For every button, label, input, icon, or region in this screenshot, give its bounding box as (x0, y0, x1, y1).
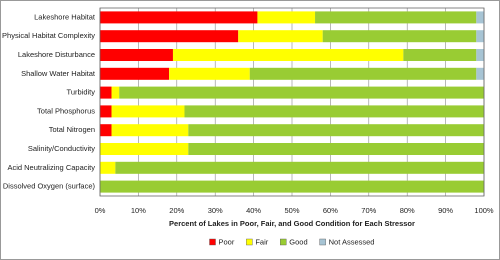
legend-swatch (209, 238, 216, 246)
bar-segment (115, 161, 485, 174)
bar-segment (111, 124, 189, 137)
bar-segment (100, 67, 170, 80)
bar-segment (100, 11, 258, 24)
x-tick-label: 20% (169, 206, 184, 215)
x-tick-label: 10% (131, 206, 146, 215)
plot-frame (99, 7, 485, 197)
bar-segment (476, 67, 484, 80)
x-tick-label: 100% (474, 206, 494, 215)
bar-segment (100, 180, 484, 193)
x-tick-label: 70% (361, 206, 376, 215)
bar-segment (100, 86, 112, 99)
bar-segment (322, 30, 477, 43)
y-tick-label: Lakeshore Disturbance (18, 50, 95, 59)
bar-segment (476, 11, 484, 24)
bar-segment (315, 11, 477, 24)
y-tick-label: Acid Neutralizing Capacity (7, 163, 95, 172)
bar-segment (188, 124, 484, 137)
bar-segment (100, 143, 189, 155)
y-tick-label: Physical Habitat Complexity (2, 31, 95, 40)
x-tick-label: 80% (400, 206, 415, 215)
bar-segment (476, 49, 484, 61)
legend-swatch (280, 238, 287, 246)
bar-segment (100, 124, 112, 137)
bar-segment (403, 49, 477, 61)
y-tick-label: Turbidity (67, 88, 96, 97)
bar-segment (111, 86, 120, 99)
legend-swatch (246, 238, 253, 246)
bar-segment (119, 86, 484, 99)
legend-label: Poor (219, 237, 235, 246)
x-tick-label: 90% (438, 206, 453, 215)
bar-segment (249, 67, 477, 80)
x-tick-label: 30% (208, 206, 223, 215)
bar-segment (100, 161, 116, 174)
bar-segment (100, 49, 173, 61)
x-axis-title: Percent of Lakes in Poor, Fair, and Good… (169, 219, 415, 228)
bar-segment (184, 105, 485, 118)
legend-label: Good (289, 237, 307, 246)
x-tick-label: 60% (323, 206, 338, 215)
legend-label: Fair (255, 237, 268, 246)
bar-segment (257, 11, 316, 24)
y-tick-label: Total Nitrogen (49, 125, 95, 134)
legend-label: Not Assessed (329, 237, 375, 246)
x-tick-label: 40% (246, 206, 261, 215)
bar-segment (188, 143, 484, 155)
bar-segment (172, 49, 404, 61)
bar-segment (476, 30, 484, 43)
bar-segment (111, 105, 185, 118)
y-tick-label: Lakeshore Habitat (34, 12, 96, 21)
y-tick-label: Shallow Water Habitat (21, 69, 96, 78)
x-tick-label: 0% (95, 206, 106, 215)
y-tick-label: Total Phosphorus (37, 106, 95, 115)
y-tick-label: Salinity/Conductivity (28, 144, 95, 153)
x-tick-label: 50% (284, 206, 299, 215)
bar-segment (169, 67, 250, 80)
bar-segment (100, 30, 239, 43)
y-tick-label: Dissolved Oxygen (surface) (3, 182, 96, 191)
bar-segment (238, 30, 323, 43)
bar-segment (100, 105, 112, 118)
legend-swatch (319, 238, 326, 246)
